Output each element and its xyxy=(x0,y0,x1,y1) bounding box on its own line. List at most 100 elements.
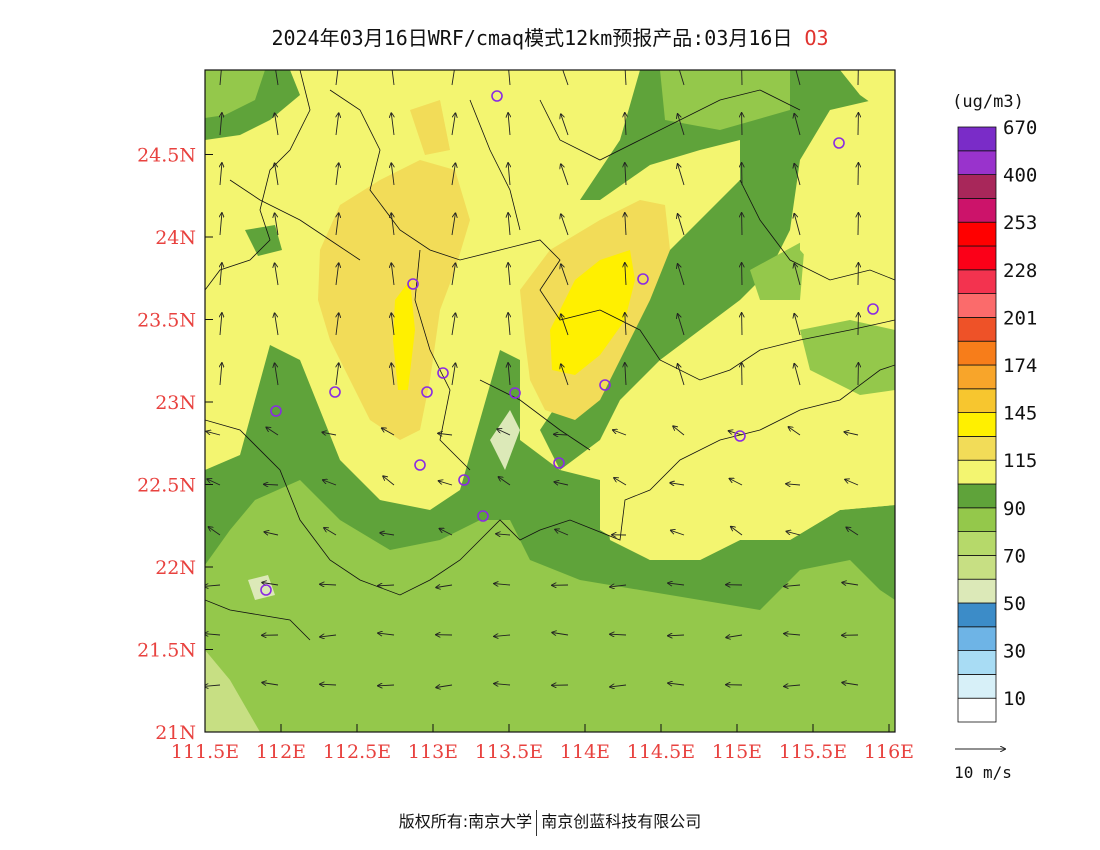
wind-arrow xyxy=(842,683,859,686)
wind-arrow xyxy=(205,685,221,686)
wind-arrow xyxy=(451,113,455,136)
legend-swatch xyxy=(957,555,997,580)
legend-swatch xyxy=(957,650,997,675)
x-tick-label: 112E xyxy=(256,741,306,763)
site-marker xyxy=(477,510,489,522)
wind-arrow xyxy=(625,113,626,136)
legend-swatch xyxy=(957,507,997,532)
legend-swatch xyxy=(957,626,997,651)
wind-arrow xyxy=(554,482,569,485)
x-tick-label: 113E xyxy=(408,741,458,763)
wind-arrow xyxy=(784,585,801,586)
wind-arrow xyxy=(378,585,395,586)
legend-label: 253 xyxy=(1003,212,1037,234)
wind-arrow xyxy=(220,263,222,286)
y-tick-label: 23.5N xyxy=(137,310,196,332)
wind-arrow xyxy=(561,164,569,186)
legend-swatch xyxy=(957,364,997,390)
wind-arrow xyxy=(561,264,569,286)
legend-unit: (ug/m3) xyxy=(952,92,1024,112)
wind-arrow xyxy=(451,313,455,336)
wind-arrow xyxy=(264,532,279,535)
monitoring-sites xyxy=(260,90,879,596)
site-marker xyxy=(509,387,521,399)
wind-arrow xyxy=(794,364,801,386)
wind-arrow xyxy=(668,683,685,685)
wind-arrow xyxy=(494,684,511,685)
wind-arrow xyxy=(508,163,510,186)
legend-label: 10 xyxy=(1003,688,1026,710)
legend-swatch xyxy=(957,221,997,247)
wind-arrow xyxy=(264,484,279,485)
wind-arrow xyxy=(275,263,279,286)
site-marker xyxy=(329,386,341,398)
wind-arrow xyxy=(844,432,859,435)
wind-arrow xyxy=(671,530,685,536)
wind-arrow xyxy=(275,70,279,86)
wind-arrow xyxy=(320,584,337,585)
y-axis: 21N 21.5N 22N 22.5N 23N 23.5N 24N 24.5N xyxy=(137,145,213,744)
wind-arrow xyxy=(451,70,455,86)
site-marker xyxy=(491,90,503,102)
legend-label: 145 xyxy=(1003,403,1037,425)
legend-label: 70 xyxy=(1003,545,1026,567)
wind-arrow xyxy=(382,428,395,436)
legend-swatch xyxy=(957,435,997,461)
x-tick-label: 114.5E xyxy=(627,741,695,763)
x-tick-label: 112.5E xyxy=(323,741,391,763)
wind-arrow xyxy=(220,363,222,386)
wind-arrow xyxy=(439,481,453,486)
wind-arrow xyxy=(508,313,510,336)
y-tick-label: 22.5N xyxy=(137,475,196,497)
plot-frame xyxy=(204,69,896,733)
legend-label: 50 xyxy=(1003,593,1026,615)
wind-arrow xyxy=(614,478,627,486)
wind-arrow xyxy=(561,364,569,386)
y-tick-label: 23N xyxy=(155,392,196,414)
wind-arrow xyxy=(499,477,511,486)
legend-swatch xyxy=(957,269,997,294)
wind-arrow xyxy=(451,163,455,186)
wind-vectors xyxy=(205,70,859,688)
x-tick-label: 111.5E xyxy=(171,741,239,763)
site-marker xyxy=(867,303,879,315)
site-marker xyxy=(599,379,611,391)
wind-arrow xyxy=(610,585,627,587)
wind-arrow xyxy=(391,163,394,186)
wind-arrow xyxy=(795,70,801,86)
legend-label: 115 xyxy=(1003,450,1037,472)
legend-swatch xyxy=(957,674,997,699)
wind-arrow xyxy=(220,163,222,186)
site-marker xyxy=(260,584,272,596)
wind-arrow xyxy=(378,633,395,635)
site-marker xyxy=(734,430,746,442)
wind-arrow xyxy=(508,70,511,86)
legend-swatch xyxy=(957,126,997,152)
map-title: 2024年03月16日WRF/cmaq模式12km预报产品:03月16日 O3 xyxy=(0,22,1100,51)
wind-arrow xyxy=(205,634,221,635)
wind-arrow xyxy=(624,70,627,86)
wind-arrow xyxy=(220,313,222,336)
wind-arrow xyxy=(391,263,394,286)
site-marker xyxy=(414,459,426,471)
wind-arrow xyxy=(787,531,801,536)
legend-swatch xyxy=(957,150,997,176)
site-marker xyxy=(637,273,649,285)
wind-arrow xyxy=(625,213,626,236)
wind-arrow xyxy=(383,476,395,486)
wind-arrow xyxy=(496,534,511,535)
site-marker xyxy=(407,278,419,290)
wind-arrow xyxy=(730,479,743,486)
legend-swatch xyxy=(957,602,997,628)
wind-arrow xyxy=(726,635,743,638)
wind-arrow xyxy=(336,313,339,336)
wind-arrow xyxy=(323,480,337,486)
y-tick-label: 24.5N xyxy=(137,145,196,167)
wind-arrow xyxy=(336,213,339,236)
wind-arrow xyxy=(320,684,337,685)
wind-arrow xyxy=(784,685,801,686)
wind-arrow xyxy=(438,433,453,435)
wind-arrow xyxy=(678,214,685,236)
wind-arrow xyxy=(731,527,743,536)
